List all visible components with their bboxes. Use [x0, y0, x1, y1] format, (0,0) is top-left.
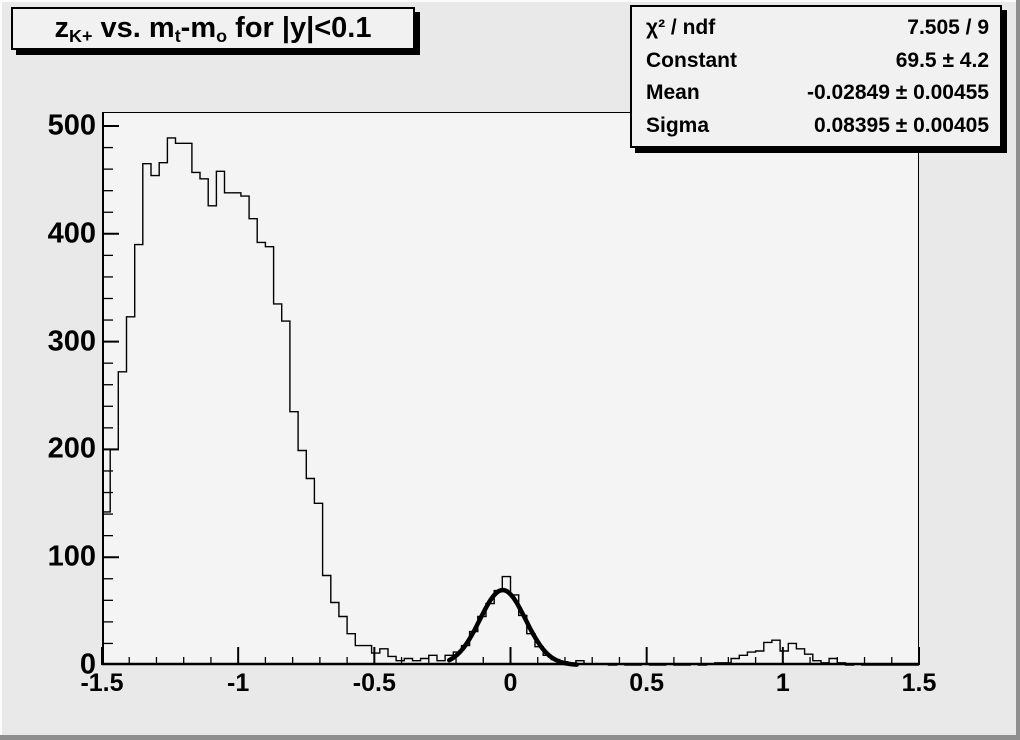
stats-row: Constant 69.5 ± 4.2	[632, 50, 1000, 71]
canvas-bevel-top	[0, 0, 1020, 2]
title-subscript: o	[216, 26, 228, 47]
stats-label: Mean	[646, 81, 700, 105]
y-axis-tick-label: 500	[47, 109, 96, 142]
title-text-segment: z	[54, 12, 69, 44]
stats-value: 7.505 / 9	[907, 15, 989, 39]
gaussian-fit-curve	[446, 587, 579, 667]
x-axis-tick-label: -1.5	[80, 669, 124, 697]
stats-box[interactable]: χ² / ndf 7.505 / 9 Constant 69.5 ± 4.2 M…	[630, 5, 1002, 148]
page-title: zK+ vs. mt-mo for |y|<0.1	[54, 12, 372, 47]
stats-label: χ² / ndf	[646, 15, 716, 39]
y-axis-tick-label: 0	[79, 648, 96, 681]
y-axis-tick-label: 300	[47, 325, 96, 358]
x-axis-tick-label: 1	[775, 669, 790, 697]
title-box[interactable]: zK+ vs. mt-mo for |y|<0.1	[11, 7, 415, 50]
canvas-bevel-bottom	[0, 735, 1020, 740]
canvas-bevel-left	[0, 0, 2, 740]
title-subscript: t	[174, 26, 181, 47]
x-axis-tick-label: 0.5	[629, 669, 665, 697]
stats-row: Sigma 0.08395 ± 0.00405	[632, 115, 1000, 136]
y-axis-tick-label: 400	[47, 217, 96, 250]
histogram-path	[102, 137, 919, 666]
x-axis-tick-label: -0.5	[352, 669, 396, 697]
title-text-segment: vs. m	[92, 12, 175, 44]
x-axis-tick-label: 0	[503, 669, 518, 697]
stats-value: -0.02849 ± 0.00455	[806, 81, 989, 105]
y-axis-tick-label: 200	[47, 432, 96, 465]
plot-frame	[101, 112, 920, 667]
stats-label: Sigma	[646, 114, 710, 138]
title-text-segment: -m	[180, 12, 217, 44]
title-subscript: K+	[68, 26, 93, 47]
stats-value: 0.08395 ± 0.00405	[813, 114, 989, 138]
stats-value: 69.5 ± 4.2	[895, 48, 989, 72]
y-axis-tick-label: 100	[47, 540, 96, 573]
stats-label: Constant	[646, 48, 737, 72]
stats-row: Mean -0.02849 ± 0.00455	[632, 82, 1000, 103]
title-text-segment: for |y|<0.1	[227, 12, 372, 44]
x-axis-tick-label: 1.5	[901, 669, 937, 697]
canvas-bevel-right	[1016, 0, 1020, 740]
x-axis-tick-label: -1	[227, 669, 250, 697]
plot-svg	[101, 112, 920, 667]
stats-row: χ² / ndf 7.505 / 9	[632, 17, 1000, 38]
